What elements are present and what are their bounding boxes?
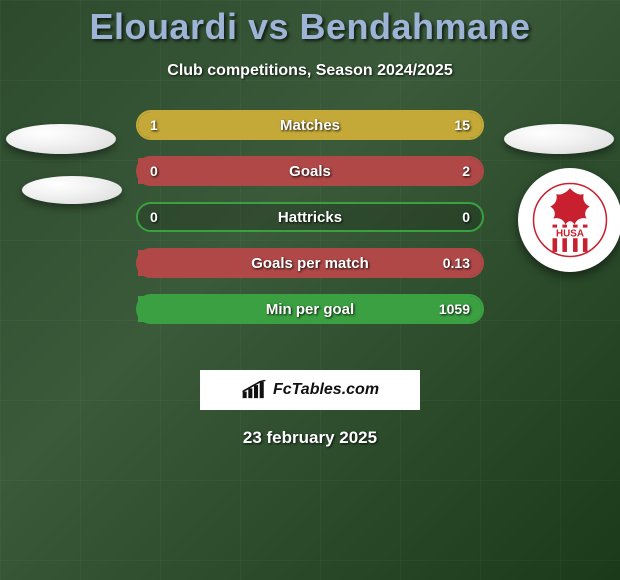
stat-label: Goals per match: [251, 255, 369, 272]
stat-bar: Min per goal 1059: [136, 294, 484, 324]
brand-text: FcTables.com: [273, 381, 379, 399]
comparison-arena: HUSA 1 Matches 15 0 Goals 2 0 Hattricks 0 Goals p…: [0, 110, 620, 350]
stat-label: Goals: [289, 163, 331, 180]
stat-bar: Goals per match 0.13: [136, 248, 484, 278]
stat-value-left: 0: [150, 163, 158, 179]
club-crest: HUSA: [518, 168, 620, 272]
stat-label: Min per goal: [266, 301, 354, 318]
stat-bar: 0 Goals 2: [136, 156, 484, 186]
stat-value-right: 15: [454, 117, 470, 133]
svg-text:HUSA: HUSA: [556, 229, 584, 240]
stat-bar: 1 Matches 15: [136, 110, 484, 140]
stat-value-right: 2: [462, 163, 470, 179]
player-left-avatar-2: [22, 176, 122, 204]
brand-chart-icon: [241, 380, 267, 400]
stat-value-left: 0: [150, 209, 158, 225]
stat-bar: 0 Hattricks 0: [136, 202, 484, 232]
stat-value-left: 1: [150, 117, 158, 133]
player-right-avatar: [504, 124, 614, 154]
page-title: Elouardi vs Bendahmane: [0, 0, 620, 48]
stat-label: Hattricks: [278, 209, 342, 226]
brand-badge: FcTables.com: [200, 370, 420, 410]
stat-value-right: 0: [462, 209, 470, 225]
player-left-avatar-1: [6, 124, 116, 154]
crest-icon: HUSA: [532, 182, 608, 258]
date-label: 23 february 2025: [0, 428, 620, 448]
subtitle: Club competitions, Season 2024/2025: [0, 62, 620, 80]
stat-value-right: 0.13: [443, 255, 470, 271]
stat-value-right: 1059: [439, 301, 470, 317]
stat-label: Matches: [280, 117, 340, 134]
stat-bars: 1 Matches 15 0 Goals 2 0 Hattricks 0 Goals per ma…: [136, 110, 484, 324]
